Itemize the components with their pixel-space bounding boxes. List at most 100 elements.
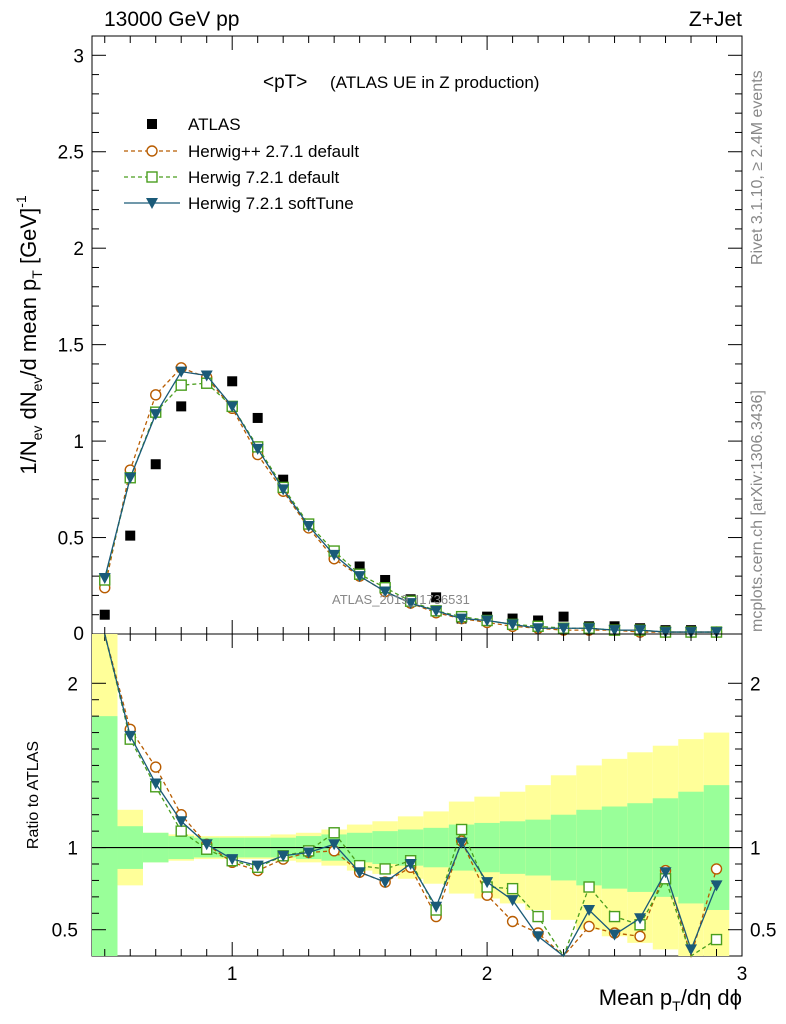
ratio-point [583,920,595,933]
ratio-series [104,633,723,959]
y-tick-label: 3 [73,46,84,67]
ratio-point [481,877,494,889]
ratio-point [634,913,647,925]
data-point [659,627,672,639]
data-point [354,561,365,572]
data-point [200,370,213,382]
data-point [685,627,698,639]
ratio-point [404,859,417,870]
ratio-point [506,895,519,907]
data-point [404,598,417,610]
ratio-y-tick-label: 0.5 [52,921,78,942]
data-point [175,366,188,378]
ratio-point [583,881,595,893]
legend-label: Herwig 7.2.1 softTune [188,194,354,213]
legend: ATLAS Herwig++ 2.7.1 default Herwig 7.2.1 … [124,115,359,213]
main-ticks: 0.5 1 1.5 2 2.5 3 0 [58,36,743,645]
data-point [99,609,110,620]
ratio-point [379,863,391,875]
data-point [226,401,239,413]
y-tick-label: 0.5 [58,529,84,550]
legend-label: Herwig++ 2.7.1 default [188,142,359,161]
ratio-y-tick-label: 1 [67,839,78,860]
x-tick-label: 2 [482,964,493,985]
x-tick-label: 1 [227,964,238,985]
data-point [150,389,162,401]
main-series [98,362,723,639]
y-axis-label-main: 1/Nev dNev/d mean pT [GeV]-1 [13,195,45,475]
ratio-point [659,867,672,879]
y-tick-label: 1.5 [58,336,84,357]
ratio-point [277,850,290,862]
ratio-point [506,915,519,928]
legend-marker [146,171,158,183]
data-point [557,623,570,635]
ratio-point [302,847,315,859]
ratio-point [251,860,264,872]
data-point [277,484,290,496]
data-point [176,401,187,412]
svg-text:1/Nev dNev/d mean pT [GeV]-1: 1/Nev dNev/d mean pT [GeV]-1 [13,195,45,475]
ratio-band [92,634,742,956]
legend-label: Herwig 7.2.1 default [188,168,339,187]
legend-label: ATLAS [188,115,241,134]
data-point [431,592,442,603]
ratio-y-tick-label-right: 2 [750,674,761,695]
ratio-y-tick-label-right: 1 [750,839,761,860]
ratio-point [328,827,340,839]
ratio-point [124,730,137,742]
data-point [302,520,315,532]
y-tick-label: 2.5 [58,143,84,164]
ratio-point [685,944,698,956]
plot-title-main: <pT> [263,72,307,93]
ratio-point [200,839,213,851]
svg-text:Mean pT/dη dϕ: Mean pT/dη dϕ [599,985,742,1014]
ratio-ticks: 0.5 0.5 1 1 2 2 1 2 3 [52,634,776,985]
data-point [430,605,443,617]
legend-marker [146,198,158,209]
data-point [533,615,544,626]
ratio-point [710,880,723,892]
data-point [125,530,136,541]
main-panel: 0.5 1 1.5 2 2.5 3 0 <pT> (ATLAS UE in Z produc… [58,35,743,645]
rivet-label: Rivet 3.1.10, ≥ 2.4M events [749,70,766,265]
legend-marker [146,145,158,157]
data-point [353,571,366,583]
data-point [507,613,518,624]
data-point [328,549,341,561]
y-tick-label: 2 [73,239,84,260]
data-point [251,443,264,455]
watermark: ATLAS_2019_I1736531 [332,592,470,607]
data-point [455,613,468,625]
plot-title-sub: (ATLAS UE in Z production) [330,73,539,92]
data-point [227,376,238,387]
band-inner-bin [92,716,118,956]
ratio-y-tick-label: 2 [67,674,78,695]
data-point [124,472,137,484]
x-axis-label: Mean pT/dη dϕ [599,985,742,1014]
ratio-point [430,901,443,913]
y-axis-label-ratio: Ratio to ATLAS [25,741,42,849]
ratio-point [226,854,239,866]
data-point [278,474,289,485]
header-left: 13000 GeV pp [104,8,239,31]
data-point [710,627,723,639]
ratio-point [710,863,723,875]
ratio-point [455,823,468,836]
ratio-point [379,877,392,889]
ratio-point [328,839,341,851]
x-tick-label: 3 [737,964,748,985]
ratio-point [149,778,162,790]
data-point [379,586,392,598]
mcplots-label: mcplots.cern.ch [arXiv:1306.3436] [749,390,766,632]
ratio-point [634,930,646,942]
data-point [380,574,391,585]
ratio-point [710,933,723,946]
ratio-point [506,882,519,895]
ratio-point [608,910,621,923]
data-point [481,615,494,627]
ratio-point [608,929,621,941]
ratio-point [532,931,545,943]
data-point [532,623,545,635]
